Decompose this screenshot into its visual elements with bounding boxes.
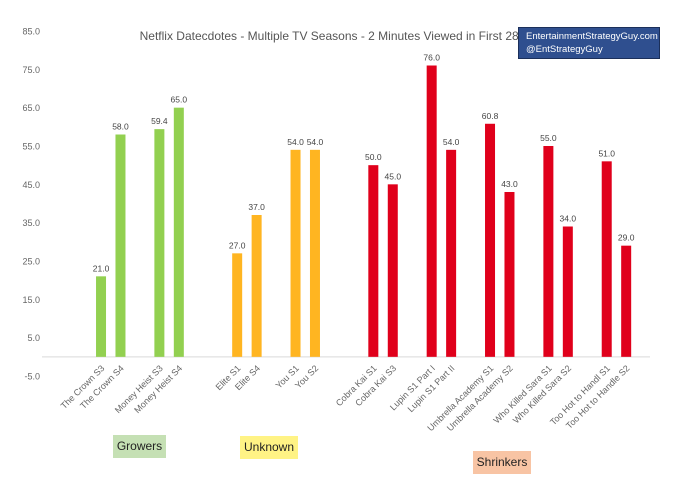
data-label: 29.0	[618, 233, 635, 243]
data-label: 21.0	[93, 263, 110, 273]
bar	[562, 226, 573, 357]
data-label: 27.0	[229, 240, 246, 250]
data-label: 76.0	[423, 53, 440, 63]
bar	[154, 129, 165, 357]
bar	[621, 245, 632, 357]
y-tick-label: 15.0	[22, 295, 40, 305]
data-label: 60.8	[482, 111, 499, 121]
y-tick-label: 25.0	[22, 257, 40, 267]
bar	[173, 107, 184, 357]
y-tick-label: 35.0	[22, 218, 40, 228]
group-label-unknown: Unknown	[240, 436, 298, 459]
data-label: 34.0	[560, 214, 577, 224]
data-label: 65.0	[171, 95, 188, 105]
brand-handle: @EntStrategyGuy	[526, 44, 603, 55]
group-label-shrinkers: Shrinkers	[473, 451, 531, 474]
bar	[446, 149, 457, 357]
bar	[232, 253, 243, 357]
data-label: 54.0	[443, 137, 460, 147]
bar	[251, 215, 262, 357]
bar	[368, 165, 379, 357]
data-label: 45.0	[385, 171, 402, 181]
chart-title: Netflix Datecdotes - Multiple TV Seasons…	[139, 29, 550, 43]
y-tick-label: 5.0	[27, 333, 40, 343]
bar	[96, 276, 107, 357]
data-label: 58.0	[112, 122, 129, 132]
bar	[309, 149, 320, 357]
bar	[426, 65, 437, 357]
data-label: 59.4	[151, 116, 168, 126]
bar	[387, 184, 398, 357]
brand-box: EntertainmentStrategyGuy.com @EntStrateg…	[518, 27, 660, 59]
y-tick-label: 55.0	[22, 142, 40, 152]
data-label: 54.0	[287, 137, 304, 147]
bar	[115, 134, 126, 357]
data-label: 55.0	[540, 133, 557, 143]
bar	[504, 192, 515, 357]
brand-website: EntertainmentStrategyGuy.com	[526, 31, 658, 42]
y-tick-label: 85.0	[22, 27, 40, 37]
data-label: 50.0	[365, 152, 382, 162]
group-label-growers: Growers	[113, 435, 166, 458]
data-label: 54.0	[307, 137, 324, 147]
data-label: 37.0	[248, 202, 265, 212]
bar	[290, 149, 301, 357]
y-tick-label: -5.0	[24, 372, 40, 382]
y-tick-label: 45.0	[22, 180, 40, 190]
bar	[601, 161, 612, 357]
y-tick-label: 65.0	[22, 103, 40, 113]
y-tick-label: 75.0	[22, 65, 40, 75]
bar	[485, 123, 496, 357]
data-label: 43.0	[501, 179, 518, 189]
bar	[543, 146, 554, 357]
data-label: 51.0	[598, 148, 615, 158]
